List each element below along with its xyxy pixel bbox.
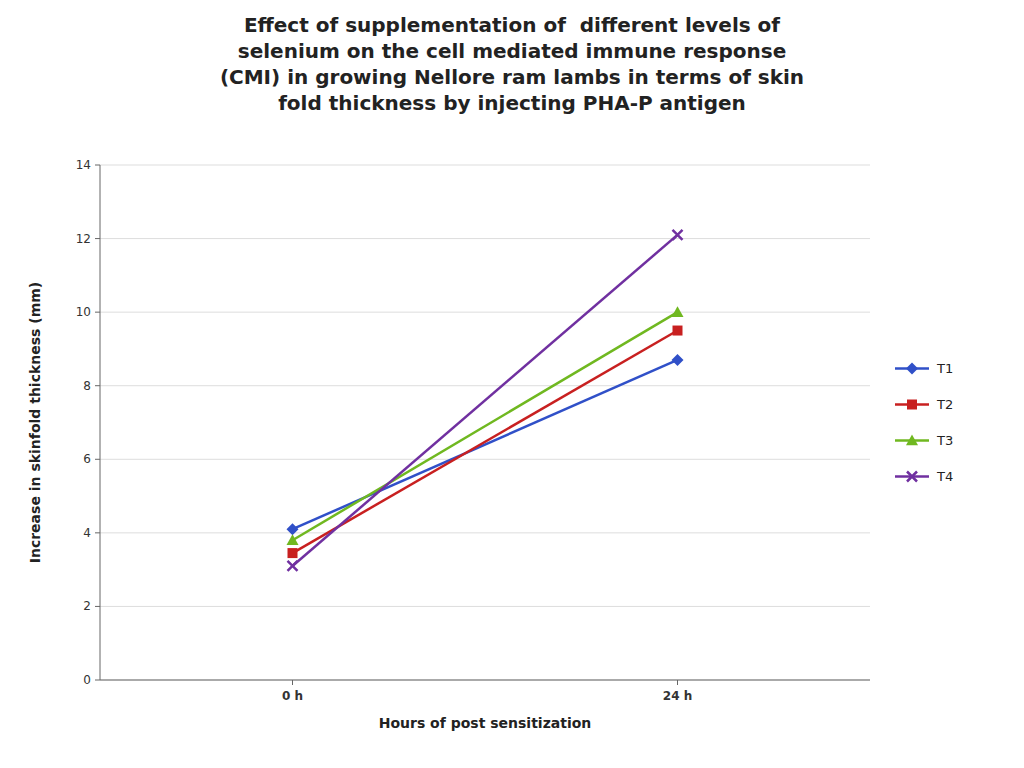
x-tick-label: 0 h [282,689,303,703]
series-line [293,312,678,540]
grid-line [100,459,870,460]
x-axis-label: Hours of post sensitization [379,715,592,731]
legend-label: T3 [936,433,953,448]
x-axis [100,680,870,681]
title-line: selenium on the cell mediated immune res… [238,39,787,63]
y-tick-label: 8 [83,379,91,393]
y-tick-label: 14 [76,158,91,172]
y-tick [95,238,100,239]
series-line [293,235,678,566]
title-line: fold thickness by injecting PHA-P antige… [278,91,746,115]
x-tick [677,680,678,685]
data-point [287,523,299,535]
grid-line [100,312,870,313]
title-line: (CMI) in growing Nellore ram lambs in te… [220,65,804,89]
data-point [673,230,683,240]
legend-label: T4 [936,469,953,484]
y-tick [95,312,100,313]
y-tick-label: 12 [76,232,91,246]
x-tick-label: 24 h [663,689,692,703]
data-point [672,354,684,366]
title-line: Effect of supplementation of different l… [244,13,780,37]
legend-marker [907,472,917,482]
grid-line [100,680,870,681]
y-tick-label: 10 [76,305,91,319]
y-tick-label: 2 [83,599,91,613]
y-tick-label: 0 [83,673,91,687]
data-point [672,306,684,317]
legend-label: T1 [936,361,953,376]
y-tick-label: 4 [83,526,91,540]
y-tick [95,165,100,166]
series-line [293,360,678,529]
y-axis-label: Increase in skinfold thickness (mm) [27,282,43,564]
legend-marker [906,435,918,446]
chart: Effect of supplementation of different l… [0,0,1024,768]
plot-area [287,230,684,571]
legend-marker [907,400,917,410]
y-tick-label: 6 [83,452,91,466]
grid-line [100,238,870,239]
legend-label: T2 [936,397,953,412]
y-tick [95,459,100,460]
y-tick [95,532,100,533]
title: Effect of supplementation of different l… [220,13,804,115]
legend: T1 T2 T3 T4 [895,361,953,484]
data-point [288,561,298,571]
y-tick [95,385,100,386]
data-point [288,548,298,558]
data-point [287,534,299,545]
x-tick [292,680,293,685]
grid-line [100,532,870,533]
grid-line [100,165,870,166]
y-tick [95,680,100,681]
legend-marker [906,363,918,375]
series-line [293,331,678,554]
grid-line [100,385,870,386]
data-point [673,326,683,336]
y-axis [100,165,101,680]
y-tick [95,606,100,607]
grid-line [100,606,870,607]
